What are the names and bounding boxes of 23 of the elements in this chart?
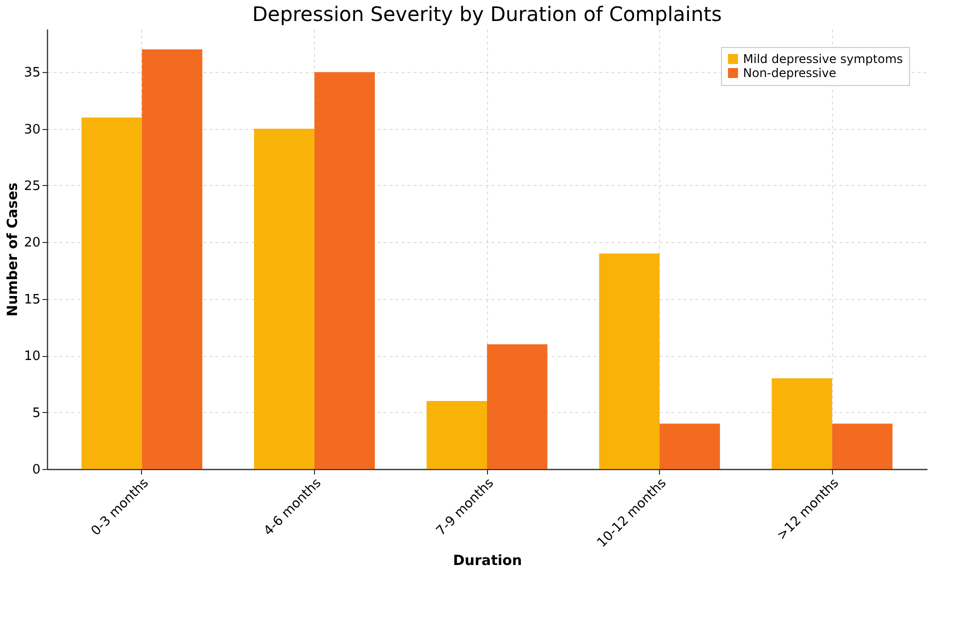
chart-title: Depression Severity by Duration of Complaints: [252, 2, 722, 26]
y-tick-label: 30: [24, 122, 40, 138]
bar: [772, 378, 832, 469]
y-tick-label: 10: [24, 349, 40, 364]
bar: [142, 49, 202, 469]
bar: [426, 400, 487, 469]
legend-label: Non-depressive: [743, 66, 836, 80]
y-tick-label: 0: [32, 462, 40, 478]
y-axis-title: Number of Cases: [4, 182, 21, 317]
bar: [254, 128, 314, 469]
bar: [314, 72, 375, 469]
y-tick-label: 20: [24, 236, 40, 251]
bar: [599, 254, 660, 469]
y-tick-label: 25: [24, 178, 40, 194]
legend-label: Mild depressive symptoms: [743, 52, 903, 66]
y-tick-label: 5: [32, 406, 40, 421]
x-axis-title: Duration: [452, 552, 522, 569]
y-tick-label: 15: [24, 292, 40, 308]
bar: [82, 117, 142, 469]
bar: [832, 424, 892, 469]
bar: [660, 424, 720, 469]
y-tick-label: 35: [24, 66, 40, 81]
bar: [487, 344, 548, 469]
